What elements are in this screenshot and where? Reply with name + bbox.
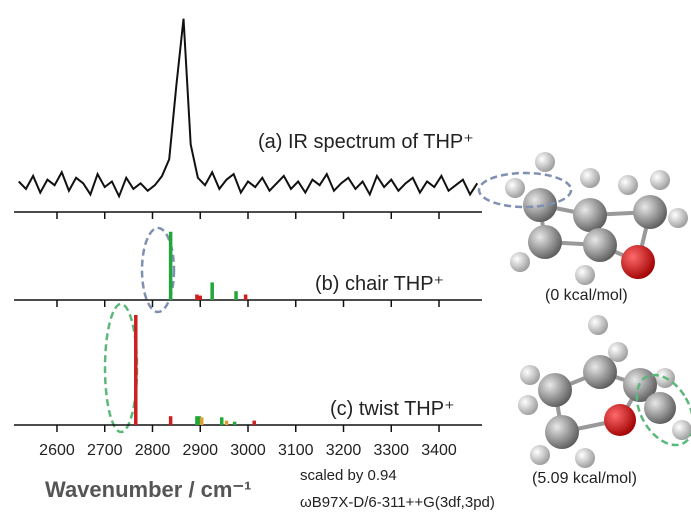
figure: (0 kcal/mol) (5.09 kcal/mol) scaled by 0… — [0, 0, 691, 518]
twist-molecule — [518, 315, 691, 468]
spectrum-line — [19, 19, 477, 197]
x-tick-label: 2800 — [135, 442, 171, 459]
panel-title: (b) chair THP⁺ — [315, 273, 444, 295]
x-tick-label: 3200 — [326, 442, 362, 459]
x-tick-label: 3400 — [421, 442, 457, 459]
x-tick-label: 2600 — [39, 442, 75, 459]
energy-label: (5.09 kcal/mol) — [532, 470, 637, 487]
energy-label: (0 kcal/mol) — [545, 287, 628, 304]
x-tick-label: 3300 — [373, 442, 409, 459]
chair-molecule — [479, 152, 688, 285]
x-tick-label: 3100 — [278, 442, 314, 459]
x-axis-label: Wavenumber / cm⁻¹ — [45, 477, 251, 502]
x-tick-label: 3000 — [230, 442, 266, 459]
note: ωB97X-D/6-311++G(3df,3pd) — [300, 494, 495, 511]
panel-title: (c) twist THP⁺ — [330, 398, 455, 420]
x-tick-label: 2900 — [182, 442, 218, 459]
panel-title: (a) IR spectrum of THP⁺ — [258, 131, 474, 153]
note: scaled by 0.94 — [300, 467, 397, 484]
highlight — [105, 304, 137, 432]
x-tick-label: 2700 — [87, 442, 123, 459]
